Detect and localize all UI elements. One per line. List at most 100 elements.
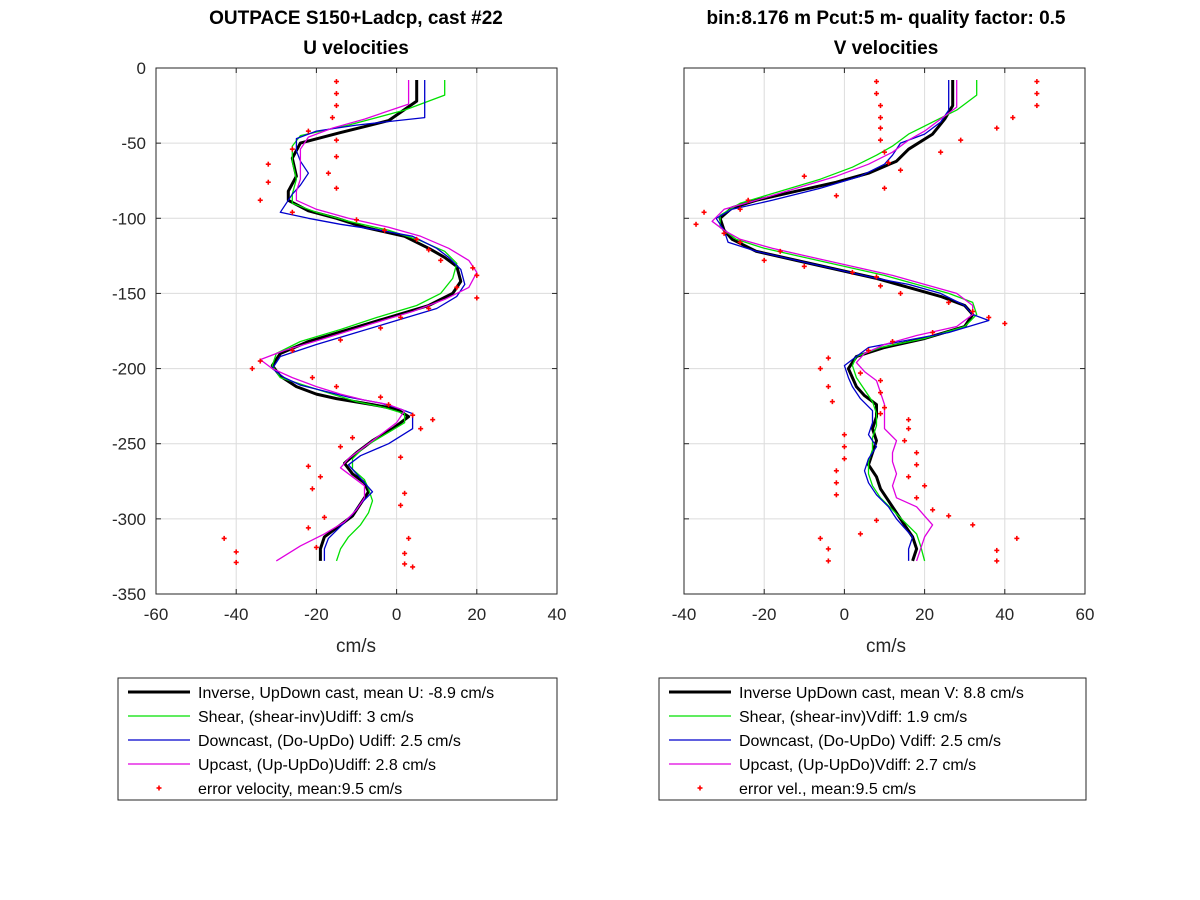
v-error-velocity-point — [777, 248, 783, 254]
v-error-velocity-point — [841, 432, 847, 438]
v-legend-label-2: Downcast, (Do-UpDo) Vdiff: 2.5 cm/s — [739, 733, 1001, 750]
u-error-velocity-point — [233, 559, 239, 565]
u-error-velocity-point — [313, 544, 319, 550]
v-velocity-plot: -40 -20 0 20 40 60 Inverse UpDown cast, mean V… — [658, 67, 1094, 801]
u-ytick-label: -150 — [112, 284, 146, 303]
u-plot-title-line1: OUTPACE S150+Ladcp, cast #22 — [209, 8, 503, 29]
v-error-velocity-point — [873, 79, 879, 85]
u-xtick-label: 20 — [467, 605, 486, 624]
v-error-velocity-point — [817, 535, 823, 541]
u-error-velocity-point — [309, 375, 315, 381]
u-legend-item-1: Shear, (shear-inv)Udiff: 3 cm/s — [128, 709, 414, 726]
v-xtick-label: 40 — [995, 605, 1014, 624]
u-ytick-label: -200 — [112, 360, 146, 379]
v-error-velocity-point — [922, 483, 928, 489]
u-legend-label-0: Inverse, UpDown cast, mean U: -8.9 cm/s — [198, 685, 494, 702]
u-error-velocity-point — [289, 209, 295, 215]
v-error-velocity-point — [898, 290, 904, 296]
v-error-velocity-point — [825, 355, 831, 361]
v-error-velocity-point — [745, 197, 751, 203]
u-error-velocity-point — [289, 146, 295, 152]
v-error-velocity-point — [833, 480, 839, 486]
u-plot-title-line2: U velocities — [303, 38, 409, 59]
u-ytick-label: -350 — [112, 585, 146, 604]
u-error-velocity-point — [337, 444, 343, 450]
v-series-1-line — [719, 80, 978, 562]
v-error-velocity-point — [825, 546, 831, 552]
u-legend-item-4: error velocity, mean:9.5 cm/s — [156, 781, 402, 798]
u-error-velocity-point — [329, 115, 335, 121]
u-error-velocity-point — [398, 454, 404, 460]
v-error-velocity-point — [906, 426, 912, 432]
u-error-velocity-point — [317, 474, 323, 480]
u-error-velocity-point — [333, 384, 339, 390]
v-error-velocity-point — [930, 330, 936, 336]
v-legend-label-0: Inverse UpDown cast, mean V: 8.8 cm/s — [739, 685, 1024, 702]
v-error-velocity-point — [817, 366, 823, 372]
u-xtick-label: -40 — [224, 605, 249, 624]
u-legend-item-2: Downcast, (Do-UpDo) Udiff: 2.5 cm/s — [128, 733, 461, 750]
v-error-velocity-point — [833, 468, 839, 474]
u-legend-label-2: Downcast, (Do-UpDo) Udiff: 2.5 cm/s — [198, 733, 461, 750]
u-velocity-plot: -60 -40 -20 0 20 400-50-100-150-200-250-300-3… — [112, 59, 566, 801]
v-error-velocity-point — [801, 263, 807, 269]
u-error-velocity-point — [249, 366, 255, 372]
u-error-velocity-point — [438, 257, 444, 263]
u-legend-item-0: Inverse, UpDown cast, mean U: -8.9 cm/s — [128, 685, 494, 702]
v-error-velocity-point — [833, 492, 839, 498]
u-error-velocity-point — [305, 525, 311, 531]
u-error-velocity-point — [305, 128, 311, 134]
u-error-velocity-point — [305, 463, 311, 469]
u-error-velocity-point — [470, 265, 476, 271]
u-error-velocity-point — [402, 550, 408, 556]
v-error-velocity-point — [857, 370, 863, 376]
v-error-velocity-point — [886, 160, 892, 166]
v-error-velocity-point — [890, 339, 896, 345]
u-error-velocity-point — [265, 161, 271, 167]
u-series-1-line — [271, 80, 458, 562]
v-error-velocity-point — [946, 513, 952, 519]
v-error-velocity-point — [877, 390, 883, 396]
v-error-velocity-point — [877, 283, 883, 289]
v-plot-area — [684, 68, 1085, 594]
v-error-velocity-point — [865, 348, 871, 354]
u-error-velocity-point — [221, 535, 227, 541]
u-error-velocity-point — [309, 486, 315, 492]
v-legend-label-1: Shear, (shear-inv)Vdiff: 1.9 cm/s — [739, 709, 967, 726]
v-error-velocity-point — [801, 173, 807, 179]
v-error-velocity-point — [877, 137, 883, 143]
v-plot-xlabel: cm/s — [866, 636, 906, 657]
v-error-velocity-point — [882, 185, 887, 191]
v-xtick-label: 0 — [840, 605, 849, 624]
v-legend-item-1: Shear, (shear-inv)Vdiff: 1.9 cm/s — [669, 709, 967, 726]
u-error-velocity-point — [454, 284, 460, 290]
u-plot-xlabel: cm/s — [336, 636, 376, 657]
u-error-velocity-point — [233, 549, 239, 555]
v-error-velocity-point — [825, 384, 831, 390]
v-error-velocity-point — [1014, 535, 1020, 541]
u-error-velocity-point — [430, 417, 436, 423]
u-legend-label-1: Shear, (shear-inv)Udiff: 3 cm/s — [198, 709, 414, 726]
u-error-velocity-point — [257, 358, 263, 364]
u-series-3-line — [259, 80, 478, 562]
v-error-velocity-point — [737, 239, 743, 245]
v-error-velocity-point — [938, 149, 944, 155]
v-error-velocity-point — [1010, 115, 1016, 121]
v-error-velocity-point — [914, 495, 920, 501]
v-error-velocity-point — [898, 167, 904, 173]
v-series-0-line — [718, 80, 975, 562]
v-error-velocity-point — [970, 522, 976, 528]
v-error-velocity-point — [986, 314, 992, 320]
v-error-velocity-point — [914, 450, 920, 456]
v-error-velocity-point — [833, 193, 839, 199]
u-error-velocity-point — [398, 502, 404, 508]
v-error-velocity-point — [1034, 91, 1040, 97]
u-xtick-label: -20 — [304, 605, 329, 624]
v-error-velocity-point — [873, 274, 879, 280]
u-error-velocity-point — [382, 227, 388, 233]
v-error-velocity-point — [849, 269, 855, 275]
u-legend-item-3: Upcast, (Up-UpDo)Udiff: 2.8 cm/s — [128, 757, 436, 774]
v-error-velocity-point — [877, 103, 883, 109]
v-plot-title-line2: V velocities — [834, 38, 939, 59]
